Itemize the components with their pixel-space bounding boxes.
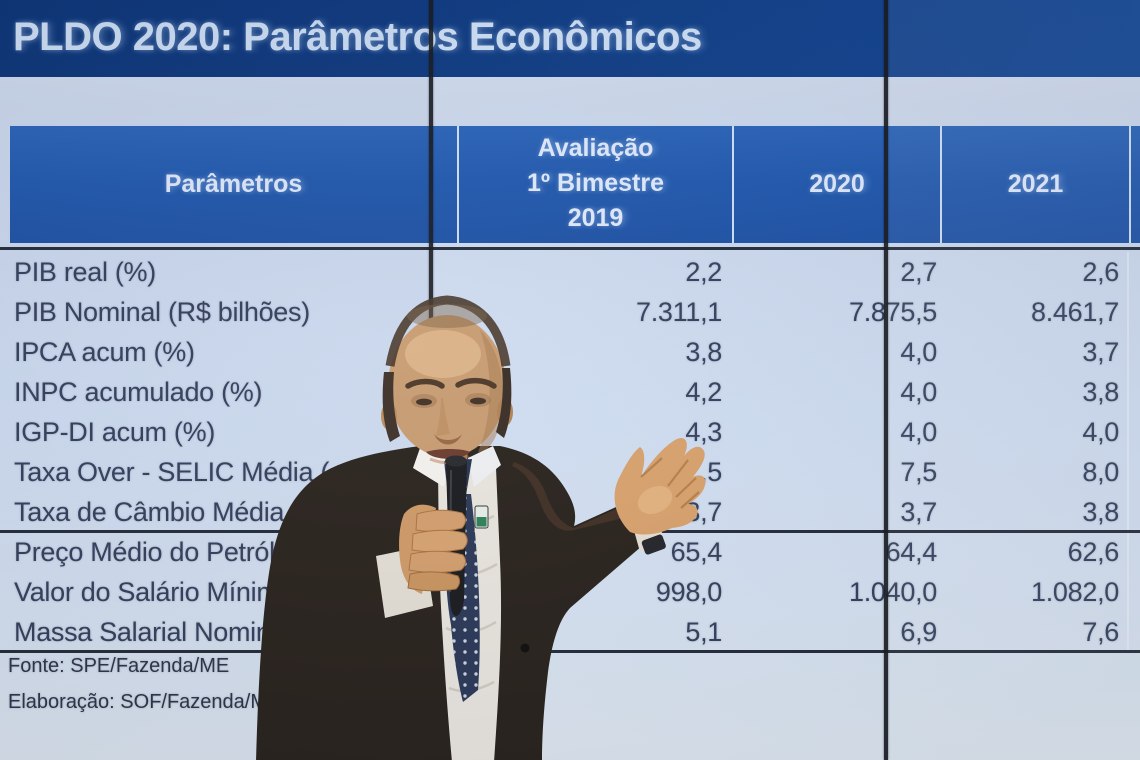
divider-above-footer — [0, 650, 1140, 653]
value-2020: 1.040,0 — [849, 577, 937, 607]
row-label: Preço Médio do Petróle — [14, 537, 290, 567]
table-row: Taxa Over - SELIC Média ( ,5 7,5 8,0 — [0, 452, 1140, 492]
header-cell-2021: 2021 — [1007, 170, 1064, 198]
hair — [385, 295, 511, 367]
footer-elaboration: Elaboração: SOF/Fazenda/ME — [8, 691, 281, 713]
value-2021: 3,7 — [1082, 337, 1119, 367]
value-assessment: 2,2 — [685, 257, 722, 287]
value-assessment: 7.311,1 — [636, 297, 722, 327]
screen-bezel-right — [884, 0, 888, 760]
value-2021: 1.082,0 — [1031, 577, 1119, 607]
table-header: Parâmetros Avaliação 1º Bimestre 2019 20… — [8, 124, 1140, 245]
table-body: PIB real (%) 2,2 2,7 2,6 PIB Nominal (R$… — [0, 252, 1140, 652]
value-assessment: 65,4 — [670, 537, 723, 567]
eyebrows — [405, 377, 497, 389]
value-2020: 6,9 — [900, 617, 937, 647]
footer-source: Fonte: SPE/Fazenda/ME — [8, 655, 230, 677]
wristwatch — [641, 534, 666, 555]
divider-below-header — [0, 247, 1140, 250]
row-label: PIB Nominal (R$ bilhões) — [14, 297, 310, 327]
header-separator — [1129, 126, 1131, 243]
value-2021: 3,8 — [1082, 377, 1119, 407]
value-2020: 4,0 — [900, 337, 937, 367]
jacket-button — [520, 643, 530, 653]
header-cell-assessment: Avaliação 1º Bimestre 2019 — [459, 126, 732, 243]
row-label: PIB real (%) — [14, 257, 156, 287]
value-2021: 3,8 — [1082, 497, 1119, 527]
value-2020: 4,0 — [900, 417, 937, 447]
value-2021: 8.461,7 — [1031, 297, 1119, 327]
value-assessment: 4,3 — [685, 417, 722, 447]
header-assessment-line3: 2019 — [567, 204, 624, 232]
nose — [436, 398, 450, 436]
table-row: INPC acumulado (%) 4,2 4,0 3,8 — [0, 372, 1140, 412]
table-row: Taxa de Câmbio Média 3,7 3,7 3,8 — [0, 492, 1140, 532]
value-2020: 4,0 — [900, 377, 937, 407]
value-2020: 64,4 — [885, 537, 938, 567]
value-2020: 7,5 — [900, 457, 937, 487]
presenter-head — [381, 295, 513, 465]
mic-fingers — [407, 509, 468, 592]
extended-arm — [614, 437, 706, 555]
header-cell-parameters: Parâmetros — [164, 170, 303, 198]
header-assessment-line2: 1º Bimestre — [527, 169, 664, 197]
slide-title: PLDO 2020: Parâmetros Econômicos — [13, 15, 702, 59]
value-assessment: 5,1 — [685, 617, 722, 647]
table-row: Massa Salarial Nomina 5,1 6,9 7,6 — [0, 612, 1140, 652]
value-2021: 7,6 — [1082, 617, 1119, 647]
value-2020: 3,7 — [900, 497, 937, 527]
header-cell-2020: 2020 — [809, 170, 865, 198]
value-assessment: 3,8 — [685, 337, 722, 367]
value-assessment: ,5 — [700, 457, 722, 487]
row-label: INPC acumulado (%) — [14, 377, 263, 407]
header-separator — [457, 126, 459, 243]
eye — [416, 398, 432, 406]
table-row: IPCA acum (%) 3,8 4,0 3,7 — [0, 332, 1140, 372]
value-assessment: 4,2 — [685, 377, 722, 407]
table-row: IGP-DI acum (%) 4,3 4,0 4,0 — [0, 412, 1140, 452]
eye — [470, 397, 486, 405]
table-row: PIB real (%) 2,2 2,7 2,6 — [0, 252, 1140, 292]
value-2020: 2,7 — [900, 257, 937, 287]
row-label: IGP-DI acum (%) — [14, 417, 216, 447]
header-assessment-line1: Avaliação — [537, 134, 654, 162]
row-label: Taxa Over - SELIC Média ( — [14, 457, 330, 487]
slide-title-banner: PLDO 2020: Parâmetros Econômicos — [0, 0, 1140, 77]
value-2021: 62,6 — [1067, 537, 1120, 567]
header-separator — [732, 126, 734, 243]
lapel-pin — [474, 505, 489, 529]
row-label: IPCA acum (%) — [14, 337, 195, 367]
row-label: Massa Salarial Nomina — [14, 617, 286, 647]
column-separator — [1127, 252, 1129, 652]
header-separator — [940, 126, 942, 243]
table-row: PIB Nominal (R$ bilhões) 7.311,1 7.875,5… — [0, 292, 1140, 332]
value-2021: 4,0 — [1082, 417, 1119, 447]
value-assessment: 998,0 — [655, 577, 722, 607]
value-2021: 8,0 — [1082, 457, 1119, 487]
row-label: Taxa de Câmbio Média — [14, 497, 285, 527]
value-2021: 2,6 — [1082, 257, 1119, 287]
row-label: Valor do Salário Mínim — [14, 577, 279, 607]
table-row: Preço Médio do Petróle 65,4 64,4 62,6 — [0, 532, 1140, 572]
table-row: Valor do Salário Mínim 998,0 1.040,0 1.0… — [0, 572, 1140, 612]
value-2020: 7.875,5 — [849, 297, 937, 327]
